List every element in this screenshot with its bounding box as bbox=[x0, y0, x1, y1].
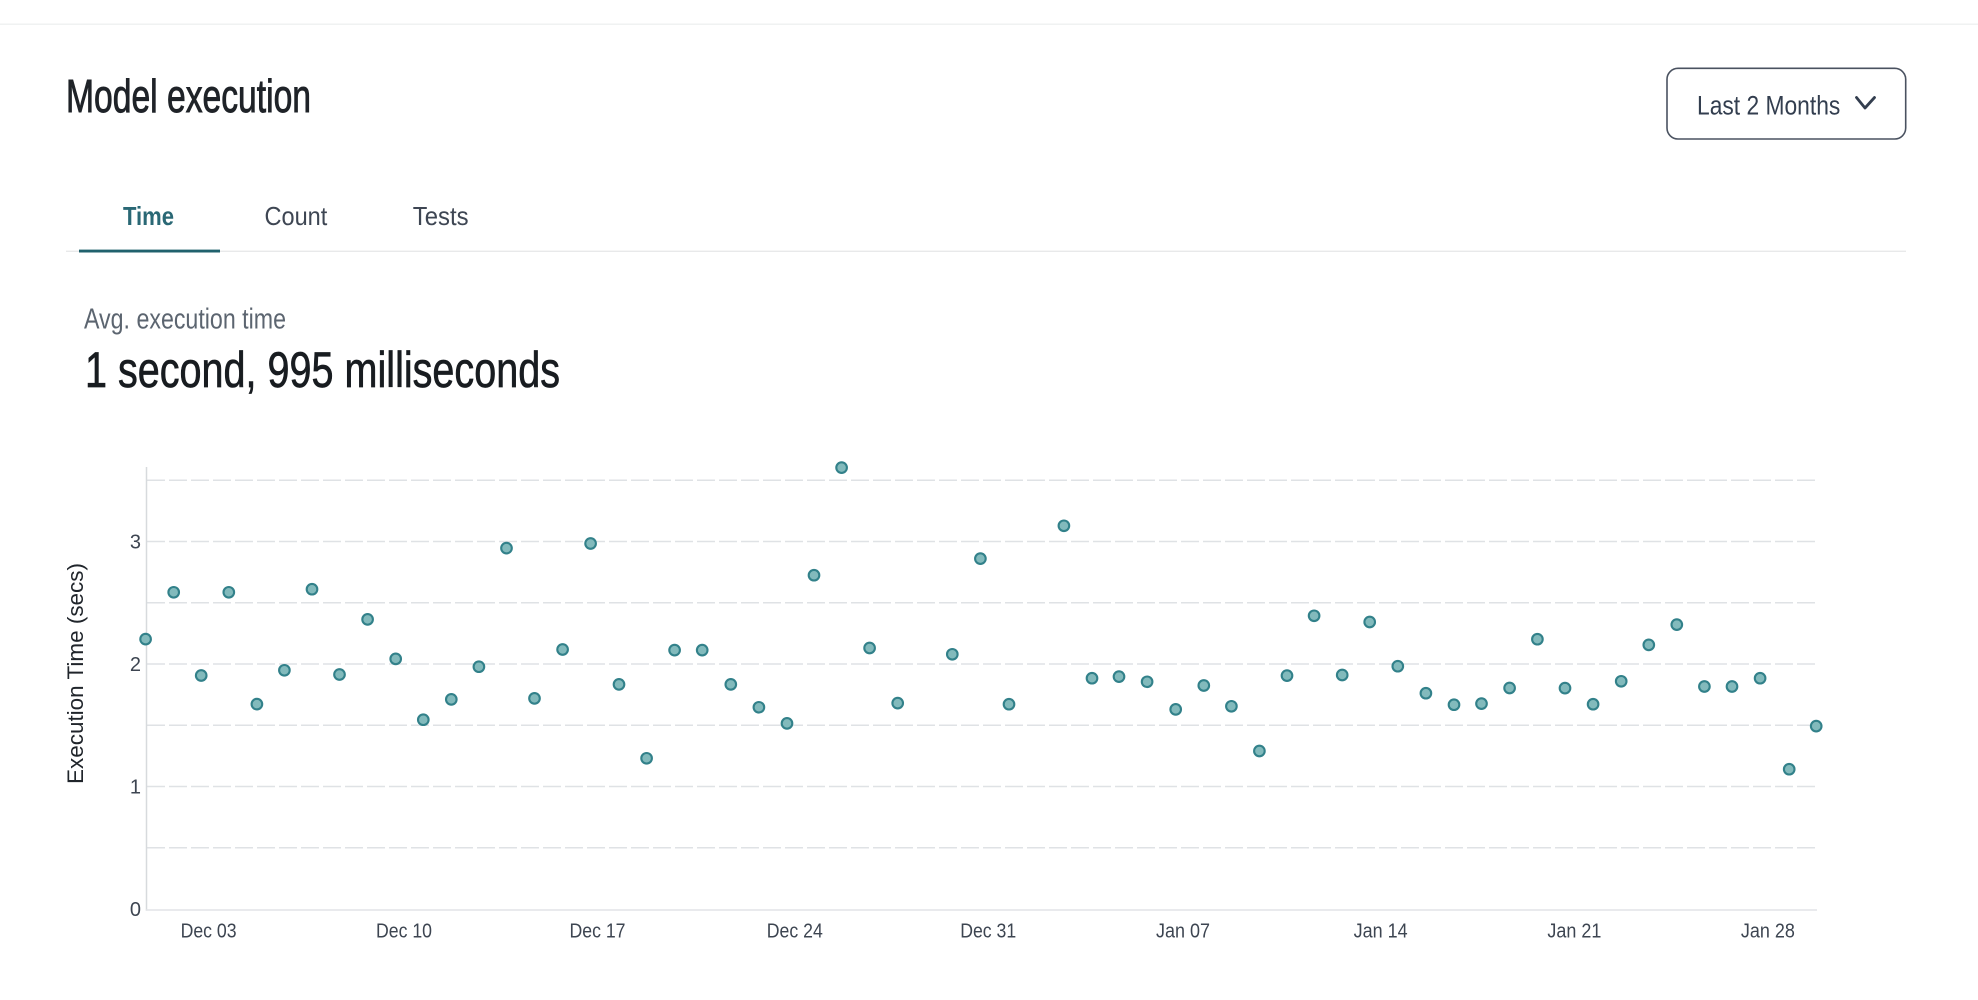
svg-text:Dec 24: Dec 24 bbox=[767, 921, 823, 943]
svg-text:Execution Time (secs): Execution Time (secs) bbox=[63, 563, 88, 784]
svg-text:Count: Count bbox=[265, 201, 328, 231]
svg-text:1: 1 bbox=[130, 777, 141, 799]
svg-text:Model execution: Model execution bbox=[66, 70, 311, 122]
svg-text:Last 2 Months: Last 2 Months bbox=[1697, 91, 1840, 121]
svg-text:Dec 03: Dec 03 bbox=[181, 921, 237, 943]
svg-text:Jan 14: Jan 14 bbox=[1354, 921, 1408, 943]
svg-text:Jan 21: Jan 21 bbox=[1547, 921, 1601, 943]
svg-text:1 second, 995 milliseconds: 1 second, 995 milliseconds bbox=[85, 342, 560, 398]
svg-text:Time: Time bbox=[123, 201, 174, 231]
svg-text:Tests: Tests bbox=[413, 201, 469, 231]
svg-text:Dec 31: Dec 31 bbox=[960, 921, 1016, 943]
svg-text:Dec 17: Dec 17 bbox=[570, 921, 626, 943]
svg-text:0: 0 bbox=[130, 899, 141, 921]
svg-text:Avg. execution time: Avg. execution time bbox=[84, 304, 286, 336]
svg-text:Jan 28: Jan 28 bbox=[1741, 921, 1795, 943]
svg-text:3: 3 bbox=[130, 532, 141, 554]
svg-text:Dec 10: Dec 10 bbox=[376, 921, 432, 943]
svg-text:Jan 07: Jan 07 bbox=[1156, 921, 1210, 943]
svg-text:2: 2 bbox=[130, 654, 141, 676]
